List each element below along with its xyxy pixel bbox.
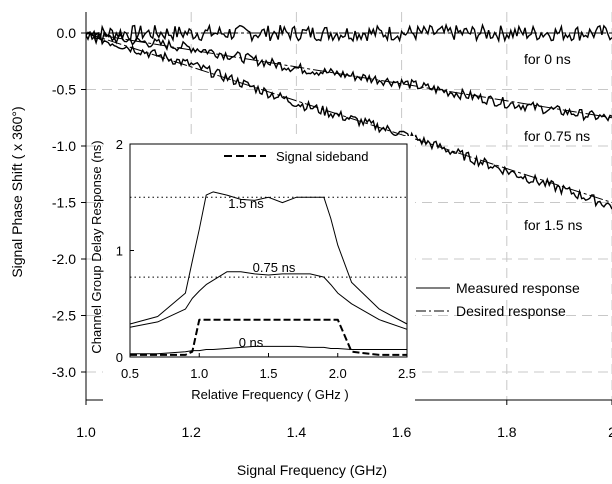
annotation-15ns: for 1.5 ns <box>524 217 582 233</box>
inset-legend-label: Signal sideband <box>276 149 369 164</box>
inset-ylabel: Channel Group Delay Response (ns) <box>89 140 104 353</box>
inset-annotation-15ns: 1.5 ns <box>228 196 264 211</box>
inset-xlabel: Relative Frequency ( GHz ) <box>191 387 349 402</box>
inset-plot: 0 1 2 0.5 1.0 1.5 2.0 2.5 <box>103 136 416 413</box>
main-x-tick-label: 1.2 <box>181 424 201 440</box>
main-y-tick-label: -2.5 <box>52 308 76 324</box>
main-x-tick-label: 1.0 <box>76 424 96 440</box>
inset-y-tick-label: 1 <box>116 244 123 259</box>
measured-curve-15ns <box>85 31 612 210</box>
inset-y-tick-label: 2 <box>116 137 123 152</box>
annotation-0ns: for 0 ns <box>524 51 571 67</box>
main-y-tick-label: -1.0 <box>52 138 76 154</box>
main-y-tick-label: -0.5 <box>52 82 76 98</box>
measured-curve-075ns <box>85 29 612 122</box>
main-x-tick-label: 1.8 <box>497 424 517 440</box>
main-y-tick-label: -1.5 <box>52 195 76 211</box>
inset-x-tick-label: 2.0 <box>329 366 347 381</box>
desired-curve-15ns <box>85 32 612 203</box>
inset-y-tick-label: 0 <box>116 350 123 365</box>
inset-series-1-5-ns <box>129 191 408 325</box>
main-x-tick-label: 1.6 <box>392 424 412 440</box>
measured-curve-0ns <box>85 22 612 44</box>
legend-measured-label: Measured response <box>456 280 580 296</box>
main-y-tick-label: -3.0 <box>52 364 76 380</box>
main-xlabel: Signal Frequency (GHz) <box>237 462 387 478</box>
inset-series-0-75-ns <box>129 271 408 330</box>
main-y-tick-label: -2.0 <box>52 251 76 267</box>
main-y-tick-label: 0.0 <box>57 25 77 41</box>
inset-series-signal-sideband <box>130 318 407 356</box>
inset-x-tick-label: 1.0 <box>190 366 208 381</box>
inset-annotation-0ns: 0 ns <box>239 335 264 350</box>
annotation-075ns: for 0.75 ns <box>524 128 590 144</box>
legend-desired-label: Desired response <box>456 303 566 319</box>
inset-x-tick-label: 2.5 <box>398 366 416 381</box>
main-x-tick-label: 1.4 <box>287 424 307 440</box>
inset-x-tick-label: 1.5 <box>259 366 277 381</box>
inset-x-tick-label: 0.5 <box>121 366 139 381</box>
main-x-tick-label: 2 <box>608 424 612 440</box>
inset-annotation-075ns: 0.75 ns <box>253 260 296 275</box>
main-ylabel: Signal Phase Shift ( x 360°) <box>9 106 25 277</box>
main-curves <box>85 22 612 210</box>
